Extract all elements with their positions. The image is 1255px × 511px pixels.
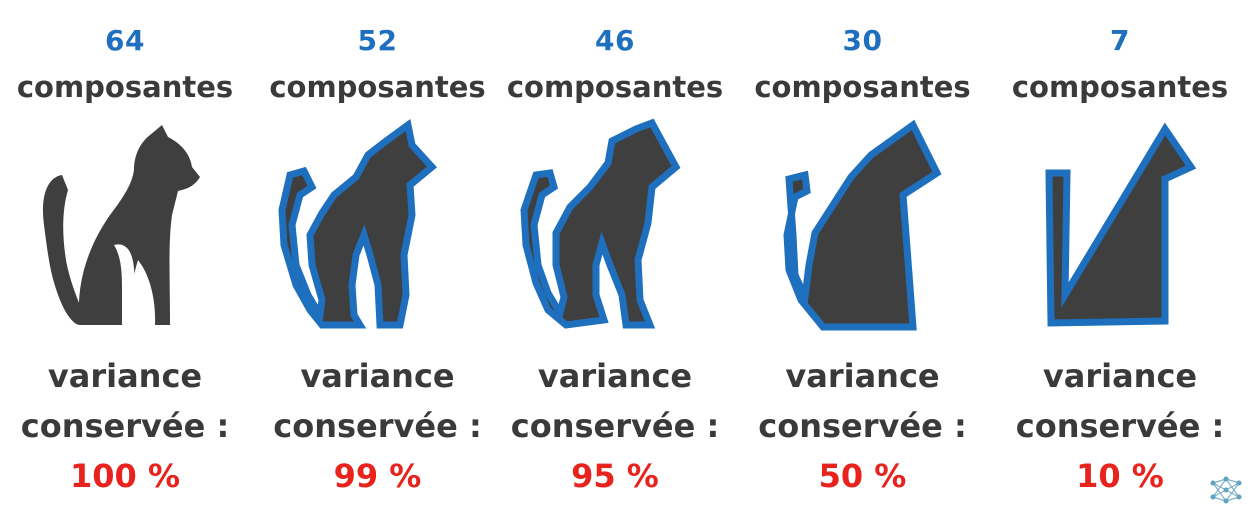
variance-percent: 10 % xyxy=(1076,457,1164,495)
variance-percent: 50 % xyxy=(818,457,907,495)
variance-label: variance xyxy=(1042,357,1198,395)
cat-30-icon xyxy=(745,115,980,335)
components-label: composantes xyxy=(506,70,724,104)
components-label: composantes xyxy=(269,70,486,104)
cat-46-icon xyxy=(500,115,730,335)
components-label: composantes xyxy=(754,70,971,104)
components-count: 7 xyxy=(1110,24,1130,57)
conserved-label: conservée : xyxy=(1015,407,1225,445)
components-count: 64 xyxy=(105,24,145,57)
components-label: composantes xyxy=(1011,70,1229,104)
panel-7: 7 composantes variance conservée : 10 % xyxy=(1005,0,1235,511)
components-count: 30 xyxy=(842,24,883,57)
cat-7-icon xyxy=(1005,115,1235,335)
variance-label: variance xyxy=(537,357,693,395)
cat-full-icon xyxy=(10,115,240,335)
panel-64: 64 composantes variance conservée : 100 … xyxy=(10,0,240,511)
components-count: 46 xyxy=(595,24,635,57)
conserved-label: conservée : xyxy=(273,407,482,445)
conserved-label: conservée : xyxy=(20,407,230,445)
variance-label: variance xyxy=(785,357,940,395)
network-logo-icon xyxy=(1209,475,1243,505)
panel-46: 46 composantes variance conservée : 95 % xyxy=(500,0,730,511)
conserved-label: conservée : xyxy=(510,407,720,445)
variance-percent: 100 % xyxy=(70,457,180,495)
panel-52: 52 composantes variance conservée : 99 % xyxy=(260,0,495,511)
variance-label: variance xyxy=(47,357,203,395)
panel-30: 30 composantes variance conservée : 50 % xyxy=(745,0,980,511)
cat-52-icon xyxy=(260,115,495,335)
components-count: 52 xyxy=(357,24,398,57)
conserved-label: conservée : xyxy=(758,407,967,445)
variance-label: variance xyxy=(300,357,455,395)
variance-percent: 99 % xyxy=(333,457,422,495)
components-label: composantes xyxy=(16,70,234,104)
variance-percent: 95 % xyxy=(571,457,659,495)
